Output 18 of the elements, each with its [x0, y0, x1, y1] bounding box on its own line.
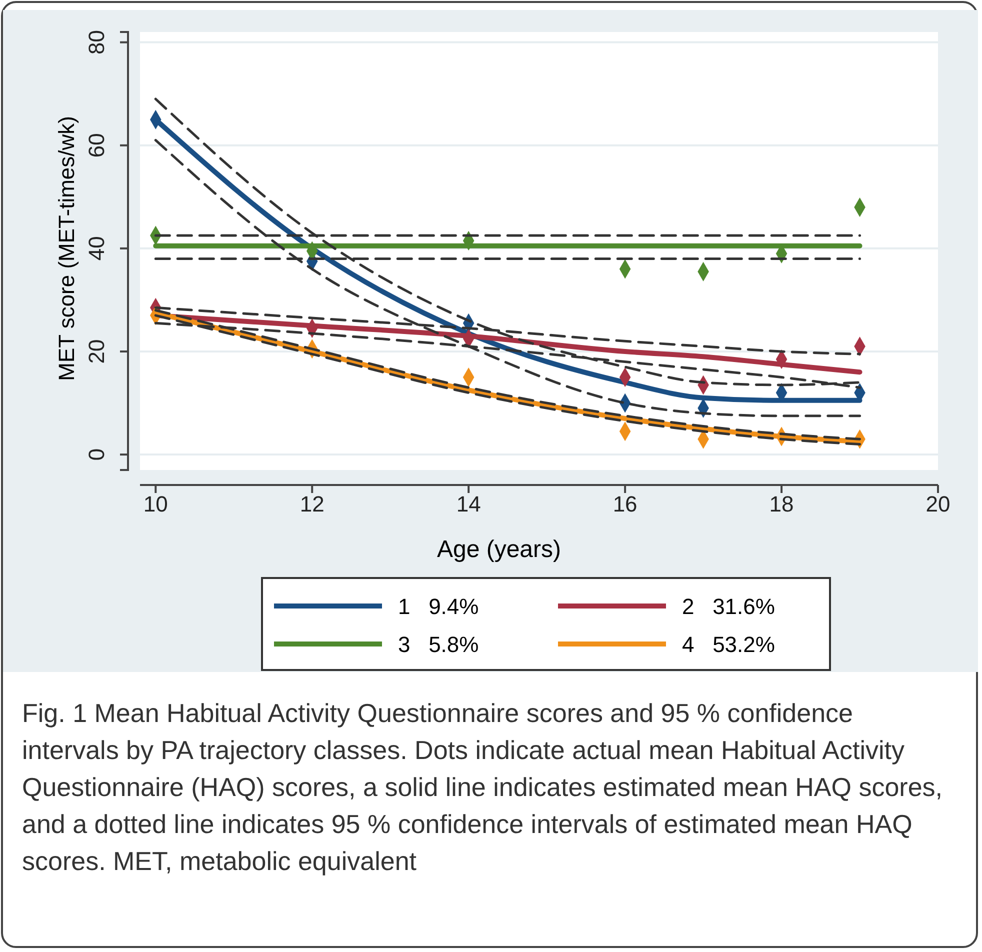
legend-label: 4 53.2%	[682, 632, 775, 657]
y-axis-title: MET score (MET-times/wk)	[54, 116, 79, 381]
y-tick-label: 40	[84, 236, 109, 261]
legend-label: 1 9.4%	[398, 594, 479, 619]
x-tick-label: 10	[143, 492, 168, 517]
legend-label: 2 31.6%	[682, 594, 775, 619]
x-tick-label: 18	[769, 492, 794, 517]
legend-label: 3 5.8%	[398, 632, 479, 657]
caption: Fig. 1 Mean Habitual Activity Questionnaire scores and 95 % confidence intervals by PA trajectory classes. Dots indicate actual mean Habitual Activity Questionnaire (HAQ) scores, a solid line indicates estimated mean HAQ scores, and a dotted line indicates 95 % confidence intervals of estimated mean HAQ scores. MET, metabolic equivalent	[22, 698, 942, 876]
y-tick-label: 80	[84, 30, 109, 55]
y-tick-label: 20	[84, 339, 109, 364]
x-tick-label: 14	[456, 492, 481, 517]
x-tick-label: 16	[612, 492, 638, 517]
y-tick-label: 60	[84, 133, 109, 158]
y-tick-label: 0	[84, 448, 109, 461]
x-tick-label: 20	[926, 492, 950, 517]
x-axis-title: Age (years)	[436, 536, 562, 563]
x-tick-label: 12	[300, 492, 324, 517]
